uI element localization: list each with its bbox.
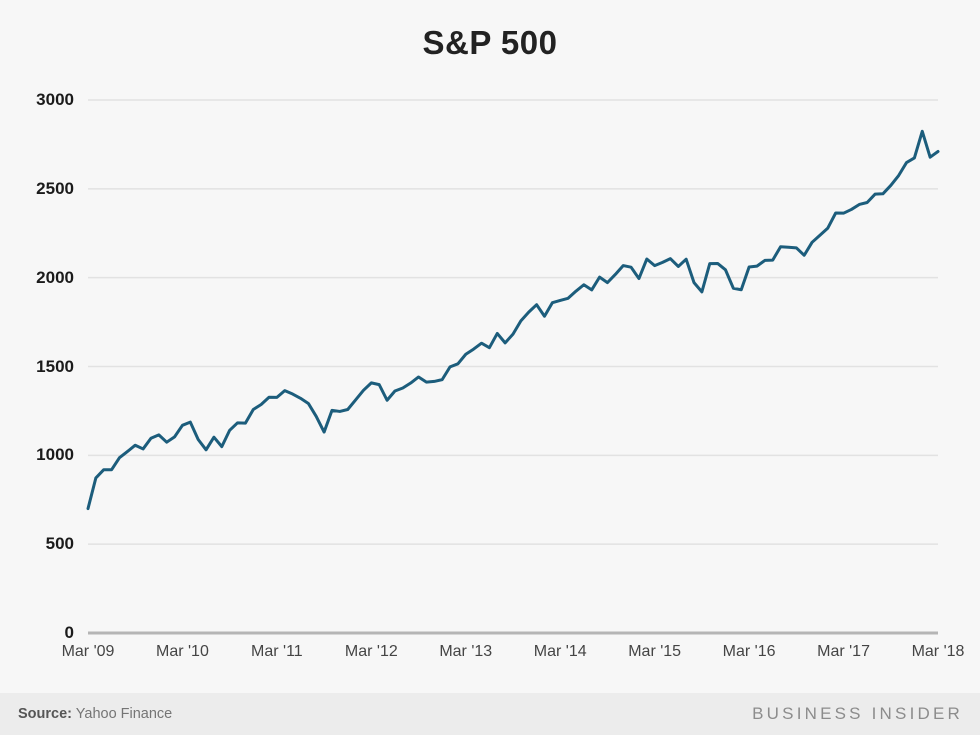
x-tick-label: Mar '17 — [817, 643, 870, 660]
y-tick-label: 2500 — [36, 178, 74, 198]
business-insider-logo: BUSINESS INSIDER — [752, 704, 963, 723]
y-tick-label: 2000 — [36, 267, 74, 287]
x-tick-label: Mar '12 — [344, 643, 398, 660]
source-note: Source: Yahoo Finance — [18, 706, 172, 722]
source-label: Source: — [18, 706, 72, 722]
source-value: Yahoo Finance — [75, 706, 173, 722]
x-tick-label: Mar '16 — [722, 643, 776, 660]
x-tick-label: Mar '09 — [61, 643, 115, 660]
y-tick-label: 1500 — [36, 356, 74, 376]
y-tick-label: 500 — [45, 534, 74, 554]
y-tick-label: 0 — [64, 623, 74, 642]
x-tick-label: Mar '13 — [439, 643, 493, 660]
y-tick-label: 3000 — [36, 90, 74, 109]
footer-bar: Source: Yahoo Finance BUSINESS INSIDER — [0, 693, 980, 735]
x-tick-label: Mar '10 — [156, 643, 209, 660]
y-tick-label: 1000 — [36, 445, 74, 465]
x-tick-label: Mar '11 — [251, 643, 303, 660]
x-tick-label: Mar '15 — [628, 643, 682, 660]
price-line — [86, 129, 940, 511]
x-tick-label: Mar '18 — [911, 643, 965, 660]
x-tick-label: Mar '14 — [533, 643, 587, 660]
chart-title: S&P 500 — [422, 24, 558, 61]
